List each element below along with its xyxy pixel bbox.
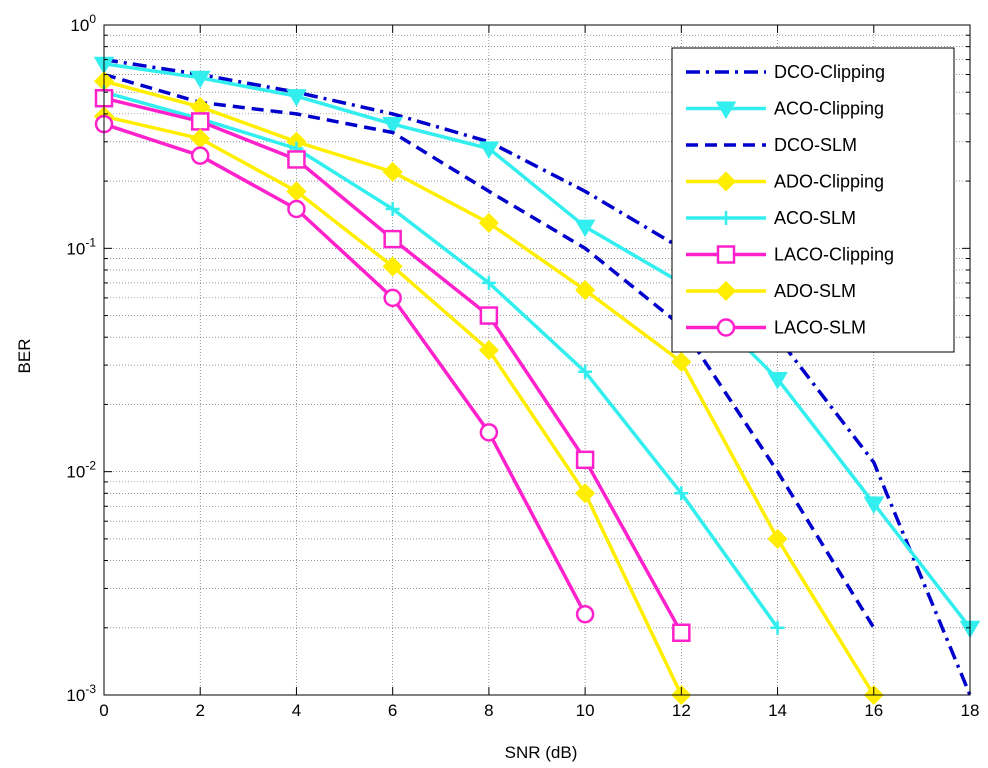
data-point (287, 150, 306, 169)
y-tick-label: 10-3 (66, 682, 96, 705)
legend-item: ADO-Clipping (686, 171, 884, 192)
data-point (287, 199, 306, 219)
legend-item: ADO-SLM (686, 280, 856, 302)
legend-label: DCO-SLM (774, 135, 857, 155)
legend-item: LACO-Clipping (686, 245, 894, 265)
legend-marker (715, 101, 737, 119)
ticks: 0 2 4 6 8 10 12 14 16 18 100 10-1 10-2 10-3 (66, 12, 979, 720)
x-tick-label: 4 (292, 701, 301, 720)
legend-marker (715, 280, 737, 302)
legend-item: ACO-Clipping (686, 99, 884, 119)
data-point (478, 340, 499, 361)
legend-label: ACO-SLM (774, 208, 856, 228)
data-point (575, 280, 596, 301)
series-laco-clipping (94, 88, 691, 642)
y-tick-label: 10-1 (66, 235, 96, 258)
series-line (103, 57, 972, 696)
data-point (767, 371, 788, 390)
data-point (671, 351, 692, 372)
legend: DCO-Clipping ACO-Clipping DCO-SLM ADO-Clipp… (671, 47, 955, 353)
legend-marker (716, 318, 736, 337)
data-point (382, 161, 403, 182)
x-tick-label: 12 (672, 701, 691, 720)
x-tick-label: 18 (961, 701, 980, 720)
data-point (574, 219, 596, 238)
legend-item: DCO-SLM (686, 135, 857, 155)
legend-marker (719, 211, 733, 225)
data-point (189, 70, 211, 89)
data-point (286, 89, 307, 107)
series-layer (93, 56, 981, 706)
x-tick-label: 6 (388, 701, 397, 720)
data-point (478, 141, 500, 159)
series-laco-slm (94, 114, 595, 624)
y-tick-label: 10-2 (66, 459, 96, 482)
legend-box (671, 47, 955, 353)
data-point (382, 256, 403, 277)
series-line (103, 62, 972, 629)
data-point (382, 117, 403, 135)
data-point (478, 212, 499, 233)
series-dco-slm (103, 72, 876, 629)
legend-label: LACO-Clipping (774, 245, 894, 265)
x-tick-label: 0 (99, 701, 108, 720)
x-tick-label: 8 (484, 701, 493, 720)
data-point (383, 288, 402, 308)
data-point (575, 604, 595, 624)
data-point (863, 496, 885, 515)
legend-marker (716, 245, 736, 264)
data-point (190, 112, 210, 131)
y-axis-label: BER (15, 339, 34, 374)
series-ado-clipping (93, 71, 884, 706)
series-line (103, 72, 876, 629)
legend-label: DCO-Clipping (774, 62, 885, 82)
data-point (575, 483, 596, 504)
data-point (770, 620, 785, 635)
data-point (767, 528, 788, 549)
x-tick-label: 16 (864, 701, 883, 720)
series-line (103, 122, 587, 616)
legend-item: LACO-SLM (686, 318, 866, 338)
legend-marker (715, 171, 737, 192)
series-line (103, 90, 780, 629)
data-point (479, 423, 499, 442)
data-point (575, 450, 595, 470)
x-axis-label: SNR (dB) (505, 743, 578, 762)
legend-label: ACO-Clipping (774, 99, 884, 119)
x-tick-label: 2 (195, 701, 204, 720)
plot-frame (103, 24, 971, 696)
data-point (672, 623, 691, 642)
data-point (190, 128, 211, 149)
data-point (190, 146, 210, 165)
x-tick-label: 14 (768, 701, 787, 720)
series-dco-clipping (103, 57, 972, 696)
y-tick-label: 100 (70, 12, 96, 35)
legend-label: LACO-SLM (774, 318, 866, 338)
legend-label: ADO-SLM (774, 281, 856, 301)
legend-item: ACO-SLM (686, 208, 856, 228)
data-point (481, 275, 496, 290)
grid (103, 25, 971, 696)
legend-item: DCO-Clipping (686, 62, 885, 82)
x-tick-label: 10 (576, 701, 595, 720)
data-point (385, 202, 400, 217)
legend-label: ADO-Clipping (774, 172, 884, 192)
data-point (383, 229, 402, 249)
data-point (578, 364, 593, 379)
data-point (479, 306, 499, 325)
data-point (674, 486, 689, 501)
